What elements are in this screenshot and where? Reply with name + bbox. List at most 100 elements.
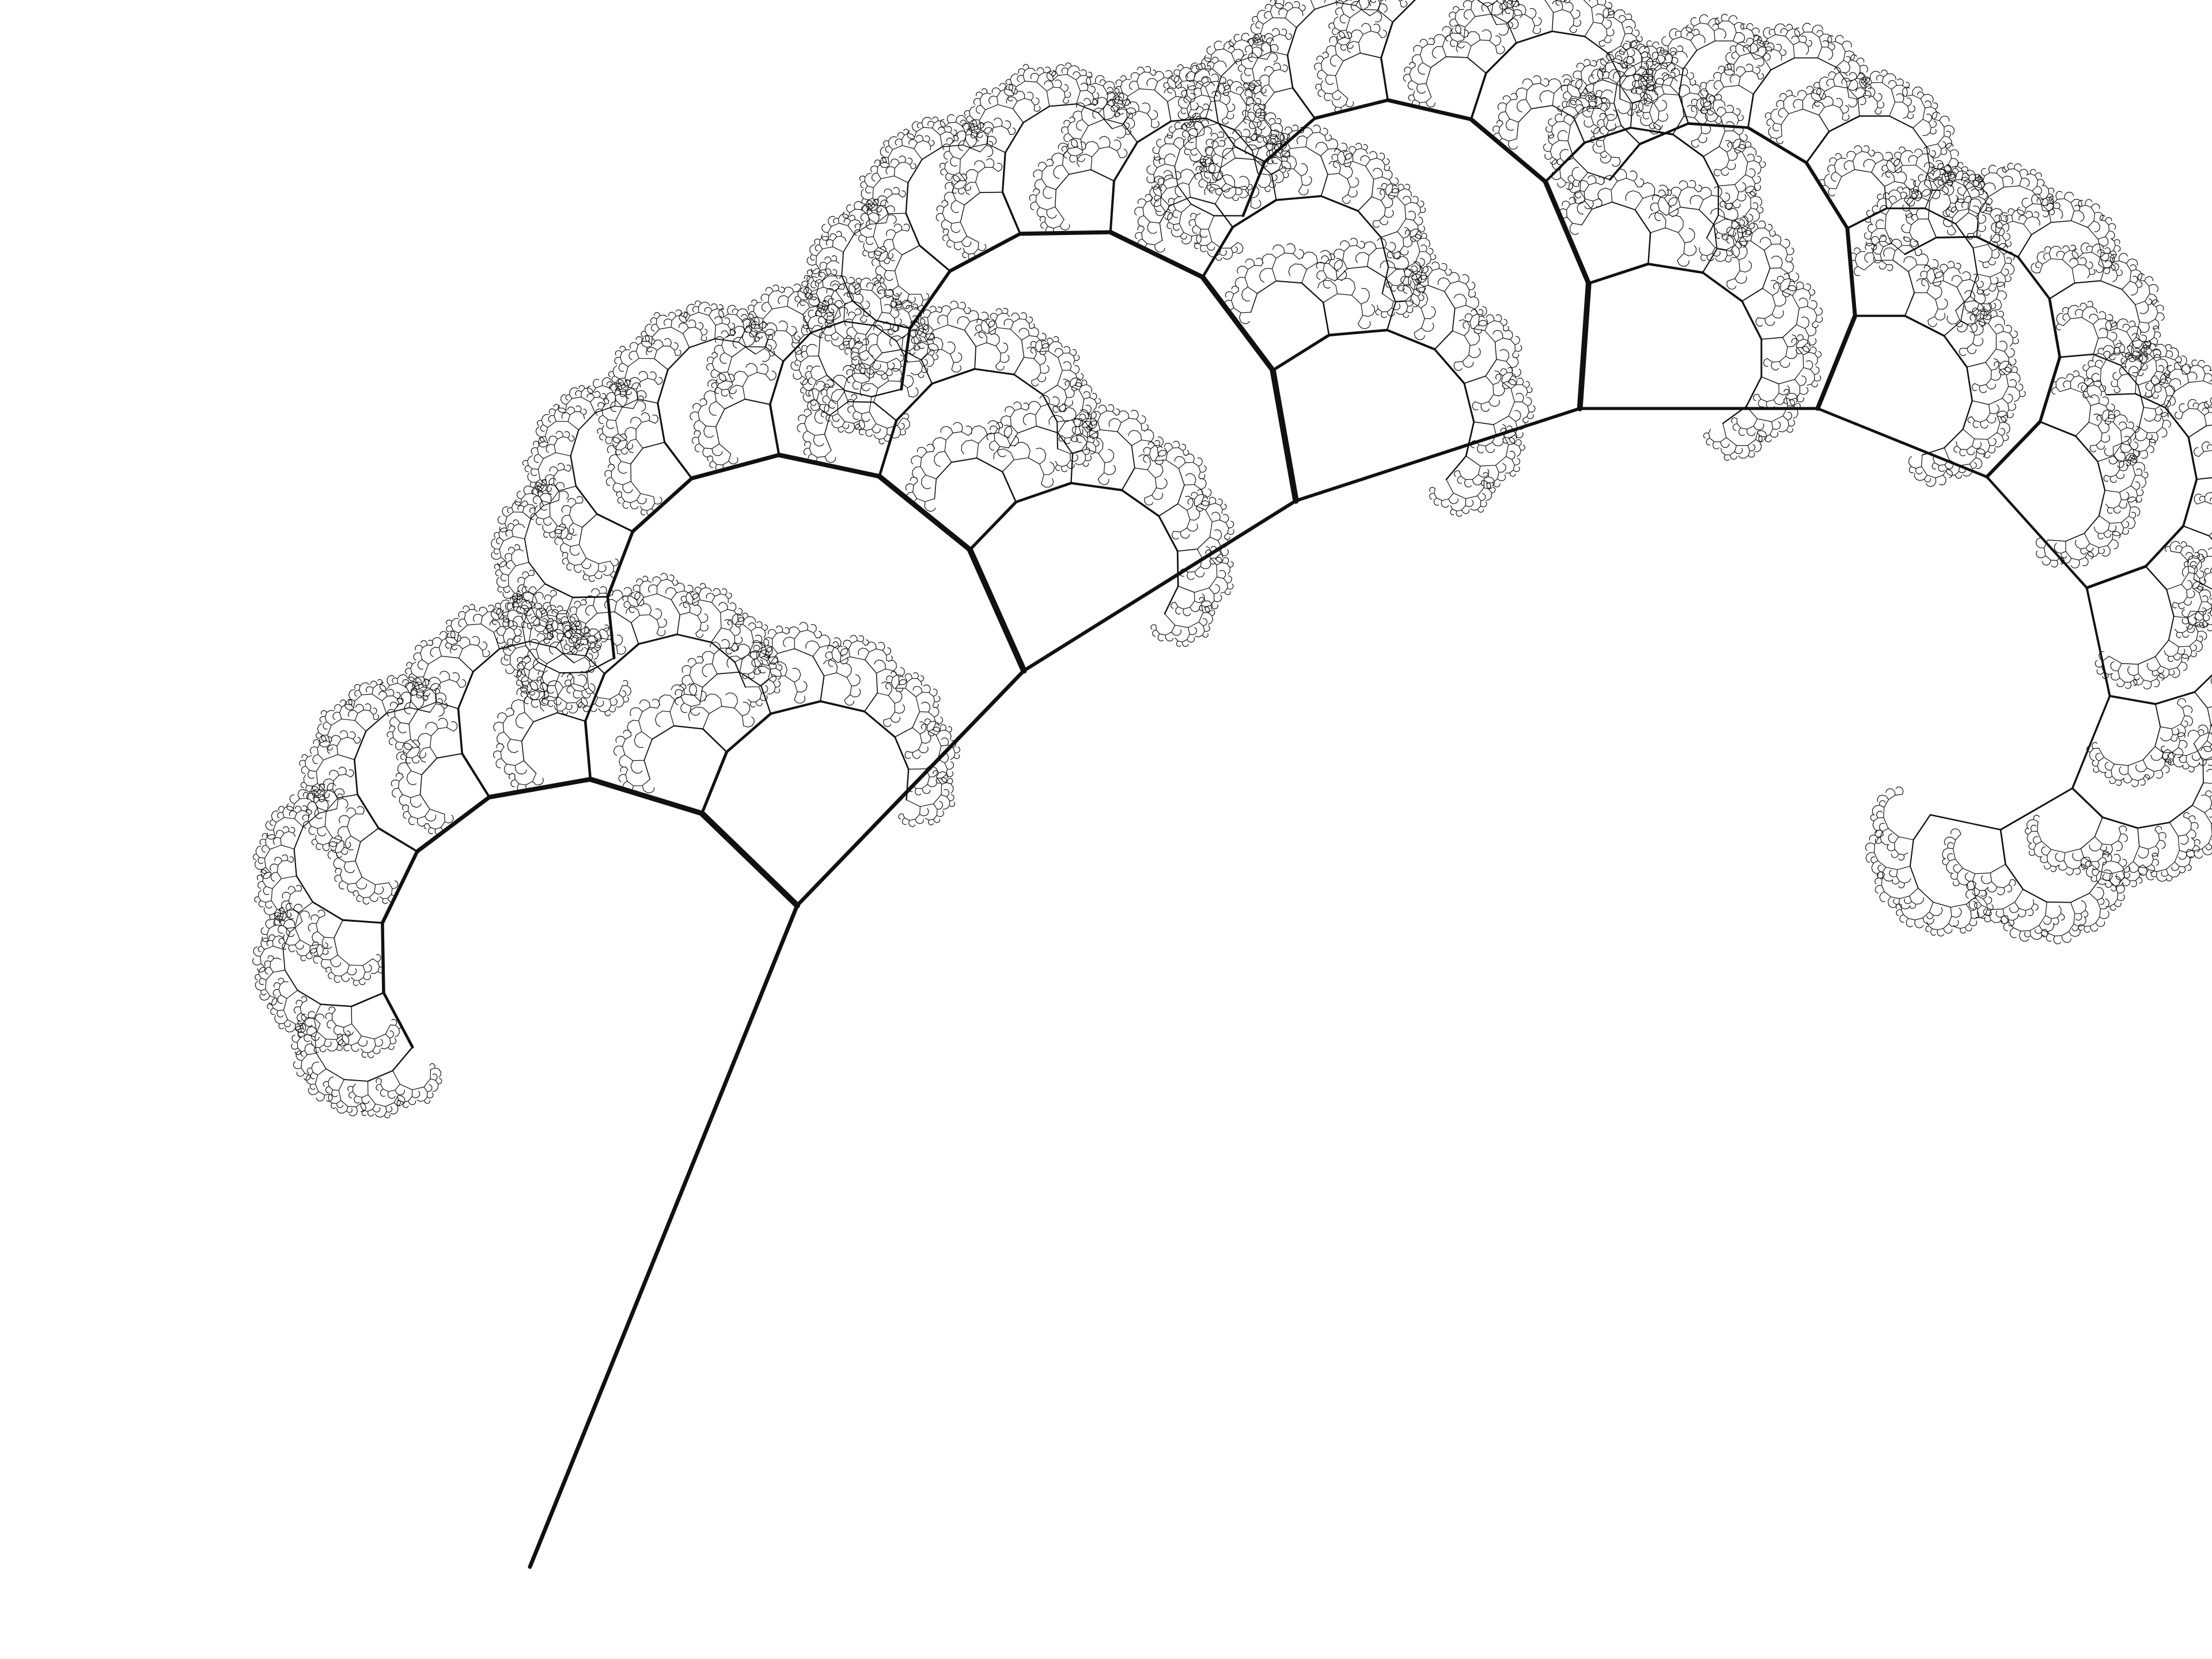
branch-strokes <box>2194 674 2212 693</box>
branch-strokes <box>2017 234 2139 517</box>
branch-strokes <box>1999 829 2006 865</box>
branch-strokes <box>556 26 2137 730</box>
branch-strokes <box>296 105 2024 1071</box>
branch-strokes <box>702 0 2166 753</box>
branch-strokes <box>2070 816 2103 903</box>
branch-strokes <box>588 274 1276 816</box>
branch-strokes <box>1929 814 2002 831</box>
branch-strokes <box>436 9 1719 759</box>
branch-strokes <box>1985 475 2088 589</box>
branch-strokes <box>2101 816 2139 829</box>
branch-strokes <box>1891 187 2140 542</box>
branch-strokes <box>1567 40 1850 142</box>
branch-strokes <box>1647 232 2168 590</box>
branch-strokes <box>382 327 912 1049</box>
branch-strokes <box>1313 98 1390 120</box>
branch-strokes <box>584 160 1389 781</box>
branch-strokes <box>1544 141 2185 568</box>
branch-strokes <box>282 144 2140 1070</box>
branch-strokes <box>1573 40 1971 311</box>
branch-strokes <box>487 230 1205 800</box>
branch-strokes <box>2137 821 2171 829</box>
branch-strokes <box>1985 420 2042 479</box>
branch-strokes <box>1846 207 1945 337</box>
branch-strokes <box>1933 707 2212 908</box>
branch-strokes <box>334 2 1497 938</box>
branch-strokes <box>2046 901 2071 903</box>
branch-strokes <box>1884 185 2204 783</box>
branch-strokes <box>1904 292 1915 317</box>
branch-strokes <box>2108 695 2157 706</box>
branch-strokes <box>1469 72 2198 527</box>
branch-strokes <box>2048 297 2062 359</box>
branch-strokes <box>2154 691 2208 747</box>
branch-strokes <box>1294 407 1582 503</box>
branch-strokes <box>2088 338 2114 462</box>
branch-strokes <box>2075 422 2090 437</box>
branch-strokes <box>461 180 1436 798</box>
branch-strokes <box>2071 695 2111 790</box>
branch-strokes <box>282 112 1113 1080</box>
branch-strokes <box>1804 161 1850 230</box>
branch-strokes <box>1577 281 1592 411</box>
branch-strokes <box>1543 179 1592 286</box>
branch-strokes <box>284 103 1259 1082</box>
branch-strokes <box>2017 256 2051 300</box>
branch-strokes <box>298 89 1509 1025</box>
branch-strokes <box>1738 85 1997 405</box>
branch-strokes <box>1747 93 1974 402</box>
branch-strokes <box>2039 421 2077 437</box>
branch-strokes <box>342 120 1475 924</box>
branch-strokes <box>1976 213 2145 534</box>
branch-strokes <box>1805 130 1968 368</box>
branch-strokes <box>1687 122 1749 129</box>
branch-strokes <box>700 116 1331 815</box>
branch-strokes <box>528 903 800 1569</box>
branch-strokes <box>1174 5 2006 874</box>
branch-strokes <box>1638 122 1690 146</box>
branch-strokes <box>1818 114 1986 368</box>
branch-strokes <box>1975 236 2020 258</box>
branch-strokes <box>2169 804 2194 823</box>
branch-strokes <box>702 0 2190 730</box>
branch-strokes <box>1918 887 1934 903</box>
branch-strokes <box>1587 50 2161 728</box>
branch-strokes <box>1291 21 2190 438</box>
branch-strokes <box>312 117 1475 1007</box>
branch-strokes <box>1385 98 1474 122</box>
branch-strokes <box>1359 22 2207 657</box>
branch-strokes <box>415 230 1113 854</box>
branch-strokes <box>2191 782 2204 806</box>
branch-strokes <box>1567 40 1930 184</box>
branch-strokes <box>1380 41 2198 480</box>
branch-strokes <box>1904 237 1937 255</box>
branch-strokes <box>1678 69 1974 430</box>
branch-strokes <box>252 0 2212 1119</box>
branch-strokes <box>360 0 1621 843</box>
branch-strokes <box>2193 578 2212 590</box>
branch-strokes <box>2048 282 2122 491</box>
branch-strokes <box>2059 353 2099 463</box>
branch-strokes <box>1909 839 1914 867</box>
branch-strokes <box>1573 116 2210 617</box>
branch-strokes <box>1022 499 1298 673</box>
branch-strokes <box>1746 126 1808 165</box>
branch-strokes <box>2193 743 2204 762</box>
branch-strokes <box>380 232 1022 925</box>
branch-strokes <box>1927 196 2145 542</box>
branch-strokes <box>2085 586 2111 698</box>
branch-strokes <box>2038 355 2062 423</box>
branch-strokes <box>1912 814 1931 841</box>
branch-strokes <box>1620 57 1978 449</box>
branch-strokes <box>699 367 1299 908</box>
branch-strokes <box>1650 185 2182 590</box>
branch-strokes <box>1845 226 1857 318</box>
branch-strokes <box>1587 262 2147 589</box>
branch-strokes <box>1469 117 1548 184</box>
branch-strokes <box>289 222 887 1054</box>
branch-strokes <box>1274 9 2212 665</box>
branch-strokes <box>1816 407 1988 479</box>
